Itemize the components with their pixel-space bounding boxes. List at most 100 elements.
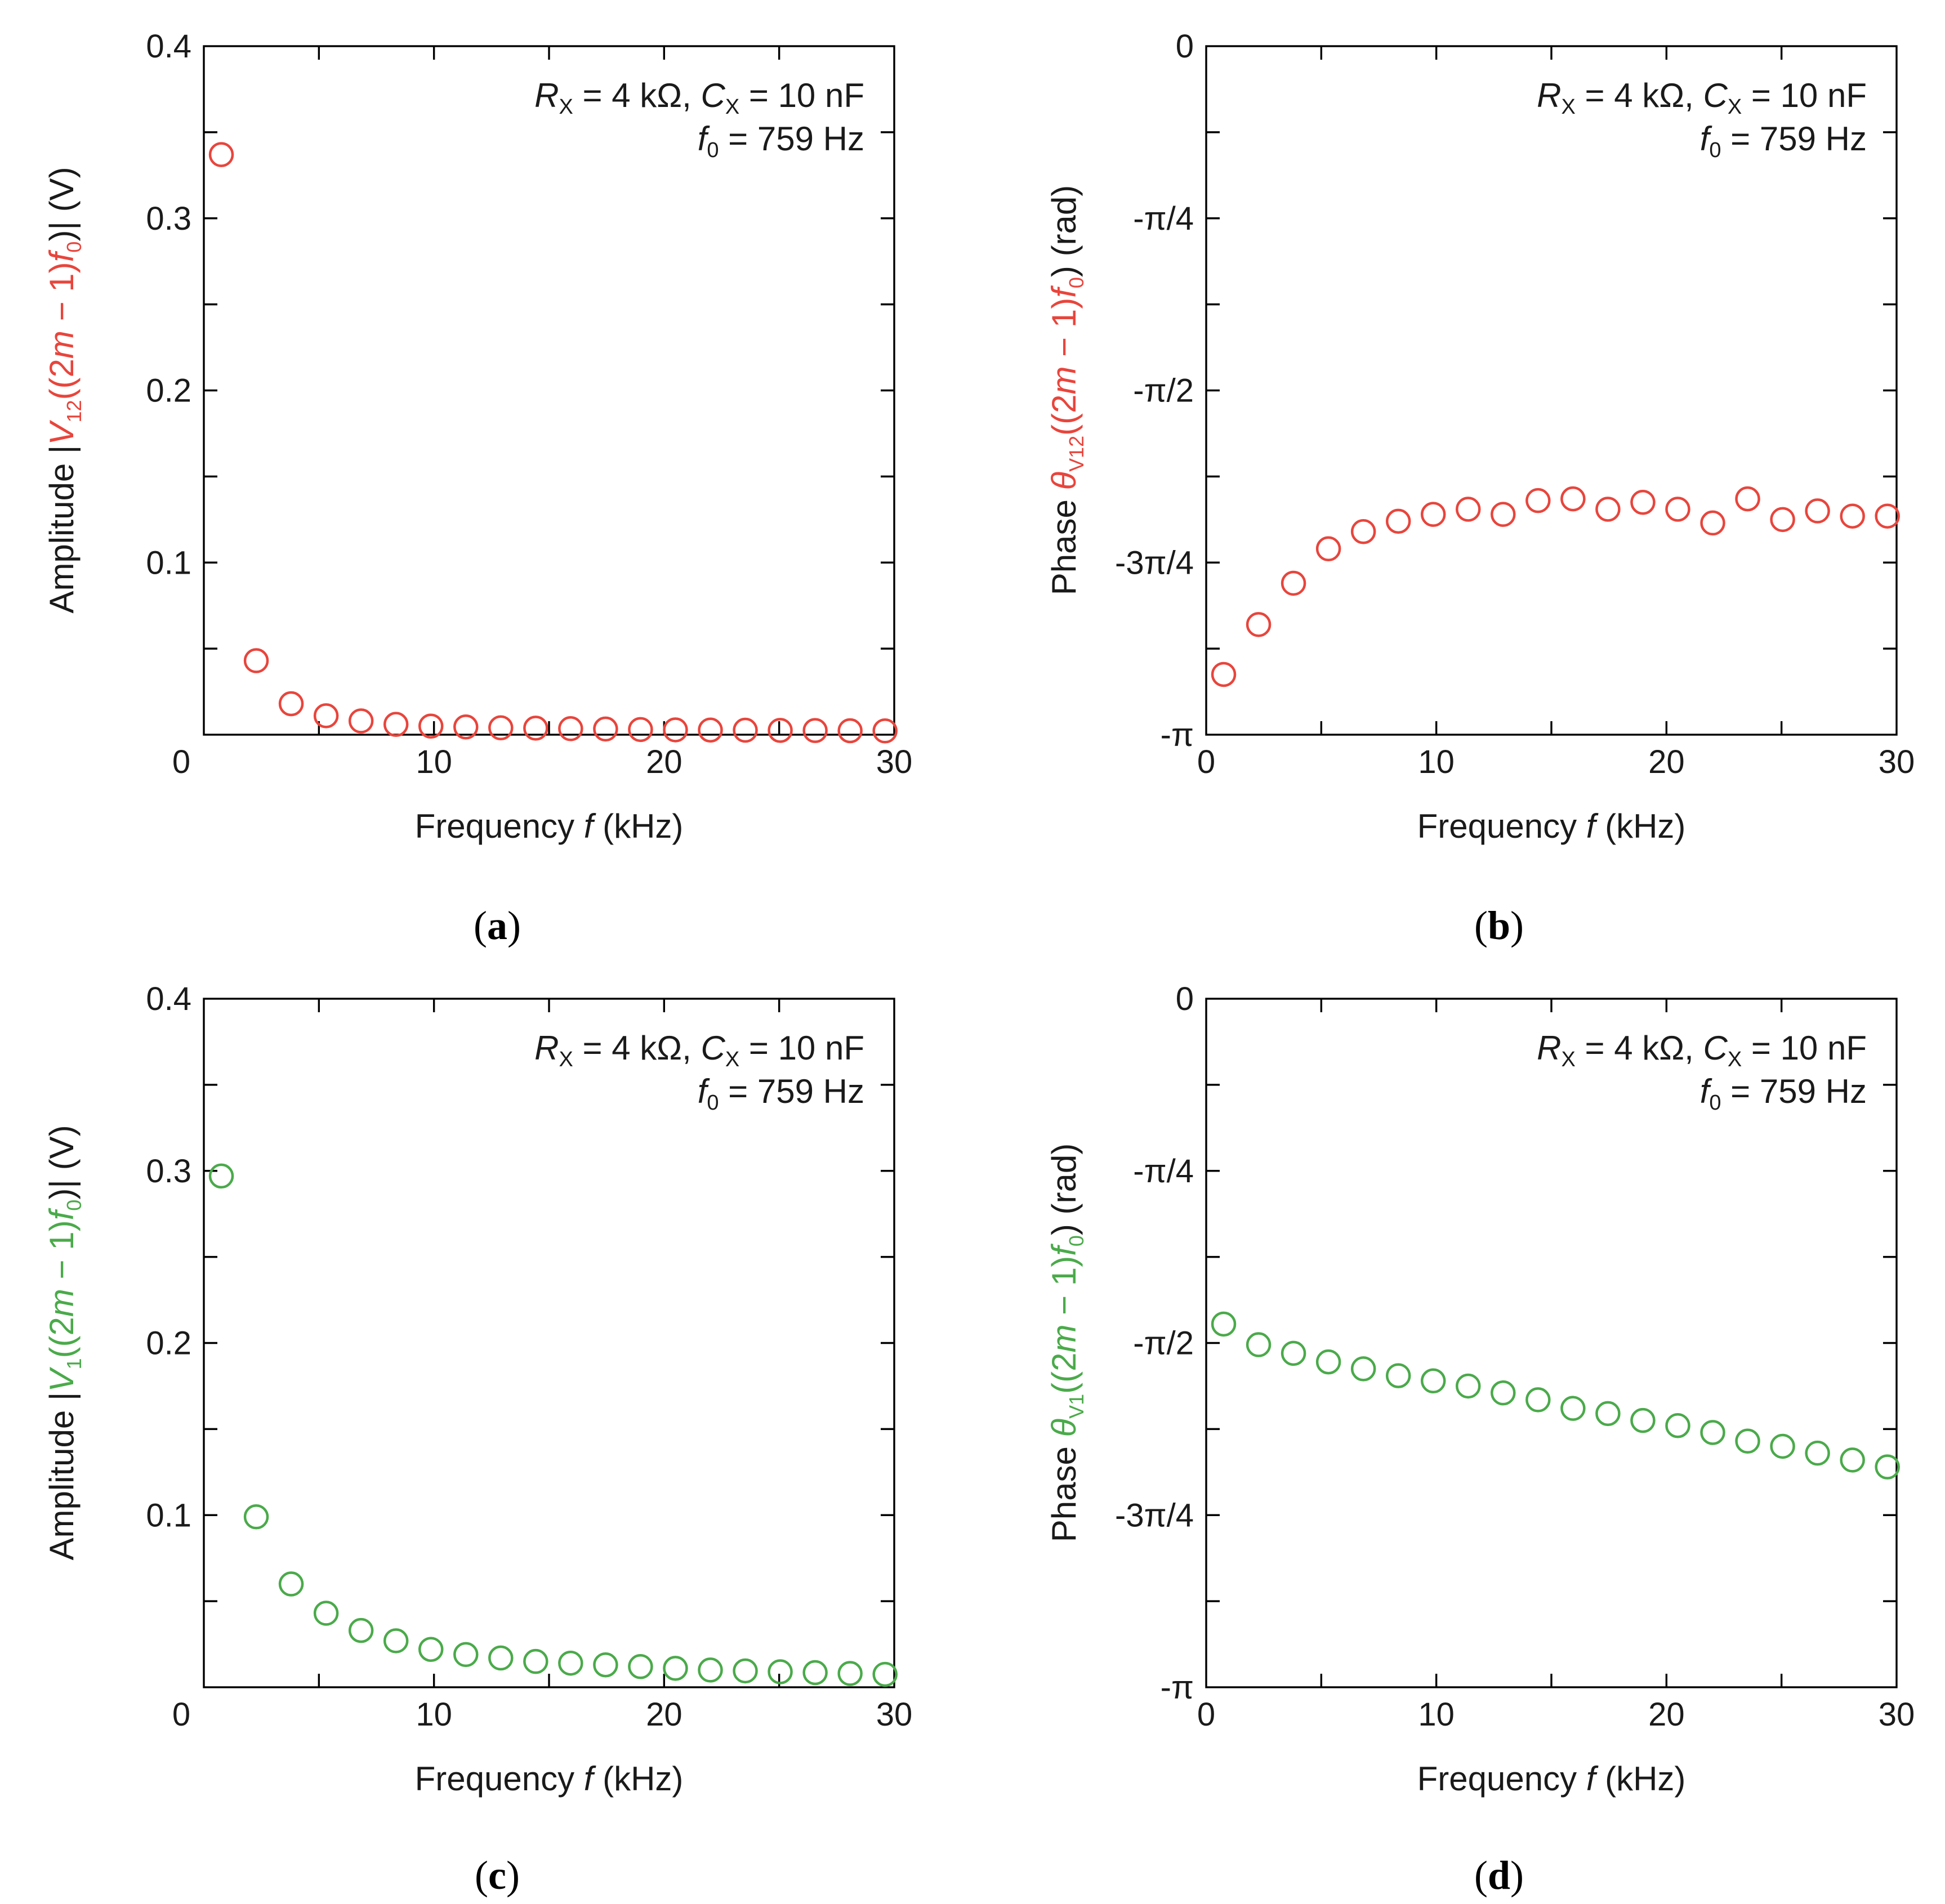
data-point (523, 1648, 548, 1674)
data-point (1456, 497, 1481, 522)
y-tick-labels: -π -3π/4 -π/2 -π/4 0 (1115, 28, 1194, 753)
y-tick-label: -π/4 (1133, 200, 1194, 237)
data-point (1665, 497, 1690, 522)
data-point (1525, 1387, 1551, 1413)
x-tick-label: 20 (646, 744, 682, 780)
data-point (278, 1571, 304, 1597)
y-tick-label: -3π/4 (1115, 1497, 1194, 1534)
x-tick-labels: 0 10 20 30 (1197, 744, 1915, 780)
data-point (1385, 508, 1411, 534)
data-point (348, 708, 374, 734)
data-point (663, 717, 688, 743)
annotation-line-2: f0 = 759 Hz (1700, 1072, 1867, 1115)
panel-caption: (a) (474, 903, 521, 948)
y-tick-label: 0.4 (146, 981, 191, 1017)
panel-caption: (d) (1474, 1853, 1524, 1898)
x-tick-labels: 0 10 20 30 (172, 1696, 912, 1733)
data-point (1350, 1356, 1376, 1382)
data-point (523, 716, 548, 741)
x-tick-label: 10 (1418, 744, 1455, 780)
data-point (1770, 507, 1795, 533)
data-point (768, 1659, 793, 1684)
tick-marks (204, 999, 894, 1687)
y-tick-label: 0.4 (146, 28, 191, 65)
data-point (383, 1628, 409, 1653)
y-axis-label: Phase θV1((2m − 1)f0) (rad) (1045, 1143, 1088, 1543)
data-point (1211, 662, 1237, 687)
data-point (383, 712, 409, 737)
data-point (488, 1645, 514, 1671)
data-point (802, 718, 828, 743)
data-point (733, 717, 758, 743)
y-tick-label: 0.1 (146, 544, 191, 581)
y-tick-label: 0.1 (146, 1497, 191, 1534)
annotation-line-1: RX = 4 kΩ, CX = 10 nF (1537, 77, 1867, 119)
panel-caption: (b) (1474, 903, 1524, 948)
annotation-line-2: f0 = 759 Hz (1700, 120, 1867, 162)
data-point (628, 717, 653, 743)
data-points (208, 142, 898, 744)
y-tick-label: -3π/4 (1115, 544, 1194, 581)
y-axis-label: Phase θV12((2m − 1)f0) (rad) (1045, 185, 1088, 596)
data-point (802, 1660, 828, 1686)
data-point (593, 716, 618, 742)
data-point (348, 1617, 374, 1643)
x-tick-labels: 0 10 20 30 (172, 744, 912, 780)
x-tick-label: 20 (1648, 744, 1685, 780)
data-point (1805, 1440, 1830, 1466)
x-tick-label: 10 (1418, 1696, 1455, 1733)
y-tick-label: -π/2 (1133, 373, 1194, 409)
x-tick-label: 30 (876, 1696, 913, 1733)
annotation-line-2: f0 = 759 Hz (698, 120, 864, 162)
data-point (1491, 1380, 1516, 1406)
data-point (1630, 489, 1656, 515)
data-points (1211, 1311, 1900, 1480)
data-point (1385, 1363, 1411, 1388)
annotation-line-1: RX = 4 kΩ, CX = 10 nF (534, 1029, 864, 1071)
data-point (1735, 486, 1760, 512)
data-point (208, 1163, 234, 1189)
y-tick-label: 0.3 (146, 200, 191, 237)
annotation-line-2: f0 = 759 Hz (698, 1072, 864, 1115)
data-point (1525, 488, 1551, 513)
data-point (208, 142, 234, 167)
x-tick-label: 10 (416, 744, 452, 780)
data-point (1770, 1433, 1795, 1459)
data-point (243, 1504, 269, 1530)
data-point (1315, 536, 1341, 562)
x-tick-label: 0 (172, 744, 190, 780)
data-point (453, 1642, 479, 1668)
x-axis-label: Frequency f (kHz) (415, 1760, 684, 1798)
annotation-line-1: RX = 4 kΩ, CX = 10 nF (534, 77, 864, 119)
y-tick-labels: -π -3π/4 -π/2 -π/4 0 (1115, 981, 1194, 1706)
data-point (453, 714, 479, 740)
x-tick-label: 0 (172, 1696, 190, 1733)
data-point (837, 1661, 863, 1686)
x-tick-label: 30 (1879, 744, 1915, 780)
x-tick-label: 0 (1197, 1696, 1215, 1733)
y-axis-label: Amplitude |V1((2m − 1)f0)| (V) (43, 1125, 86, 1560)
data-point (1560, 486, 1586, 512)
data-point (872, 718, 898, 744)
data-point (1315, 1349, 1341, 1375)
data-point (418, 1637, 444, 1662)
y-tick-label: 0.3 (146, 1153, 191, 1190)
x-tick-label: 20 (1648, 1696, 1685, 1733)
data-point (313, 703, 339, 728)
data-point (418, 713, 444, 739)
data-point (733, 1658, 758, 1684)
data-points (1211, 486, 1900, 687)
panel-d: 0 10 20 30 -π -3π/4 -π/2 -π/4 0 Frequency f (kH… (1045, 981, 1915, 1898)
x-tick-labels: 0 10 20 30 (1197, 1696, 1915, 1733)
y-tick-label: 0.2 (146, 373, 191, 409)
x-axis-label: Frequency f (kHz) (1417, 1760, 1686, 1798)
tick-marks (1206, 46, 1897, 735)
data-point (872, 1661, 898, 1687)
annotation-line-1: RX = 4 kΩ, CX = 10 nF (1537, 1029, 1867, 1071)
x-tick-label: 20 (646, 1696, 682, 1733)
data-point (768, 718, 793, 743)
y-tick-label: -π (1161, 1669, 1194, 1706)
data-point (1875, 1454, 1900, 1480)
data-point (1281, 570, 1306, 596)
y-tick-labels: 0.1 0.2 0.3 0.4 (146, 28, 191, 581)
